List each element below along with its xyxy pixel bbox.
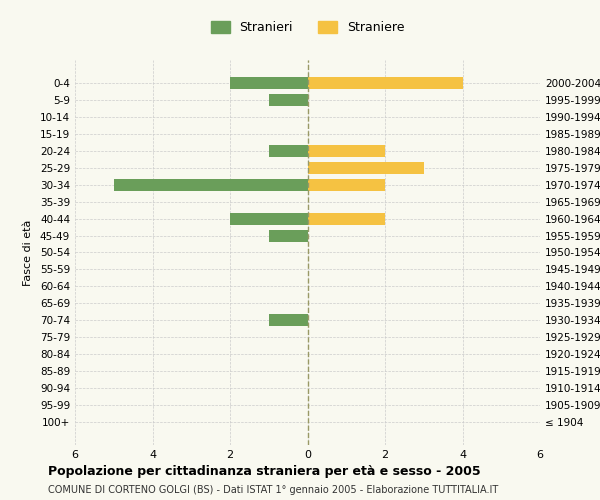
Text: COMUNE DI CORTENO GOLGI (BS) - Dati ISTAT 1° gennaio 2005 - Elaborazione TUTTITA: COMUNE DI CORTENO GOLGI (BS) - Dati ISTA… [48,485,498,495]
Text: Popolazione per cittadinanza straniera per età e sesso - 2005: Popolazione per cittadinanza straniera p… [48,465,481,478]
Bar [308,179,385,191]
Bar [269,230,308,241]
Bar [269,145,308,157]
Bar [230,213,308,224]
Legend: Stranieri, Straniere: Stranieri, Straniere [206,16,409,39]
Bar [308,213,385,224]
Bar [114,179,308,191]
Bar [230,78,308,90]
Bar [308,145,385,157]
Bar [308,78,463,90]
Bar [269,94,308,106]
Y-axis label: Fasce di età: Fasce di età [23,220,33,286]
Bar [308,162,424,174]
Bar [269,314,308,326]
